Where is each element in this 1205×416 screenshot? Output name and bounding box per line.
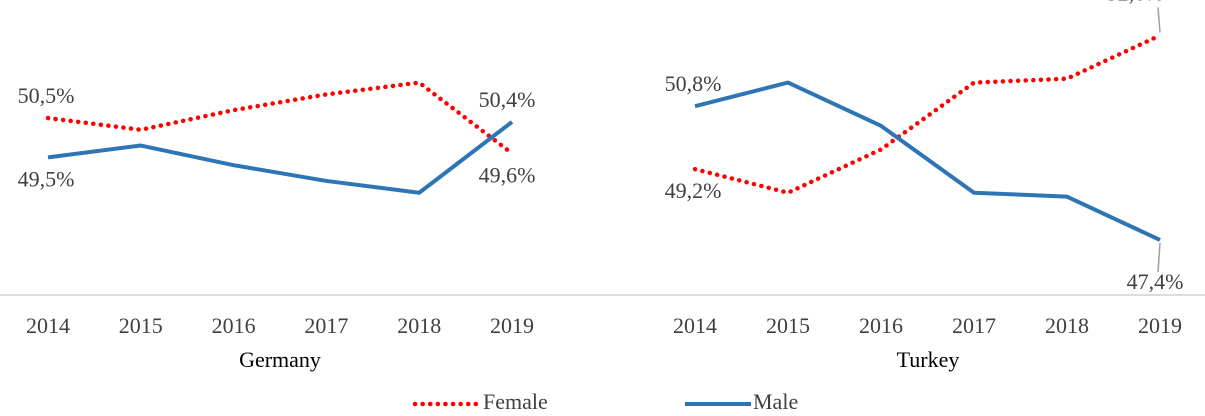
legend-label: Female: [483, 389, 548, 414]
data-label: 50,4%: [479, 87, 536, 112]
legend-label: Male: [753, 389, 798, 414]
data-label: 50,5%: [18, 83, 75, 108]
line-series: [694, 80, 1161, 242]
data-label: 49,2%: [665, 178, 722, 203]
leader-line: [1157, 242, 1161, 272]
data-label: 49,6%: [479, 162, 536, 187]
panel-title: Germany: [239, 347, 321, 372]
x-tick-label: 2018: [397, 313, 441, 338]
x-tick-label: 2014: [673, 313, 717, 338]
data-label: 52,6%: [1107, 0, 1164, 5]
line-series: [692, 33, 1163, 196]
x-tick-label: 2017: [304, 313, 348, 338]
x-tick-label: 2019: [490, 313, 534, 338]
leader-line: [1157, 7, 1161, 33]
line-series: [45, 80, 515, 156]
x-tick-label: 2019: [1138, 313, 1182, 338]
line-series: [47, 120, 514, 195]
x-tick-label: 2015: [119, 313, 163, 338]
x-tick-label: 2016: [859, 313, 903, 338]
x-tick-label: 2018: [1045, 313, 1089, 338]
data-label: 50,8%: [665, 71, 722, 96]
x-tick-label: 2014: [26, 313, 70, 338]
x-tick-label: 2015: [766, 313, 810, 338]
panel-title: Turkey: [897, 347, 960, 372]
x-tick-label: 2017: [952, 313, 996, 338]
data-label: 47,4%: [1127, 269, 1184, 294]
x-tick-label: 2016: [212, 313, 256, 338]
data-label: 49,5%: [18, 166, 75, 191]
